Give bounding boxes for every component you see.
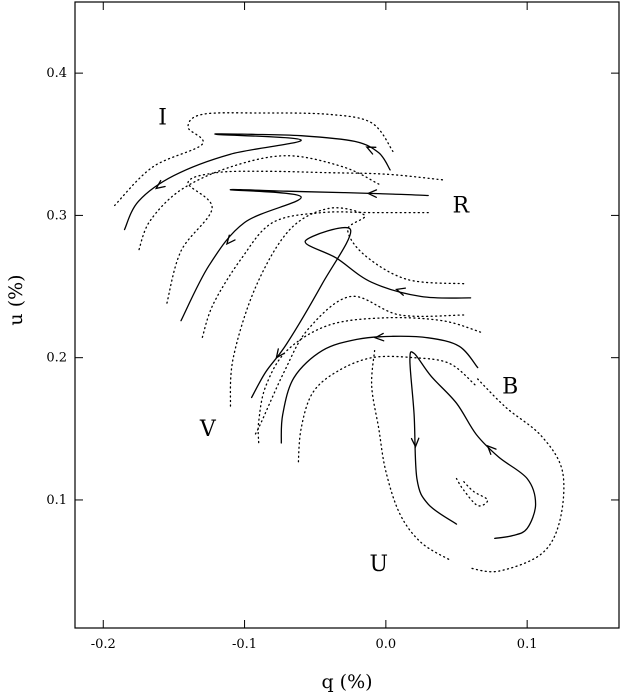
- arrowhead-u: [410, 437, 420, 449]
- x-tick-label: -0.2: [91, 637, 116, 652]
- curve-v: [250, 227, 472, 399]
- band-b-band-inner: [297, 355, 476, 466]
- label-i: I: [158, 105, 167, 130]
- band-u-band-outer: [469, 378, 565, 573]
- band-i-band-inner: [137, 155, 380, 252]
- track-curves: [123, 133, 537, 540]
- arrowhead-v: [394, 287, 407, 296]
- x-tick-label: -0.1: [232, 637, 257, 652]
- label-u: U: [370, 552, 389, 577]
- x-tick-label: 0.0: [376, 637, 397, 652]
- plot-frame: [74, 1, 620, 629]
- arrowhead-u: [486, 444, 497, 455]
- arrowhead-r: [225, 234, 236, 246]
- curve-i: [123, 133, 391, 231]
- arrowhead-i: [154, 179, 166, 190]
- curve-u: [409, 351, 537, 540]
- band-v-band-inner: [253, 295, 465, 437]
- x-tick-label: 0.1: [517, 637, 538, 652]
- label-r: R: [452, 194, 470, 219]
- arrowhead-v: [275, 348, 285, 359]
- band-r-band-inner: [201, 211, 429, 339]
- label-b: B: [502, 374, 518, 399]
- arrowhead-i: [365, 146, 377, 155]
- y-tick-label: 0.4: [46, 66, 67, 81]
- band-labels: I R V B U: [158, 105, 518, 577]
- y-tick-label: 0.1: [46, 493, 67, 508]
- band-u-band-inner: [370, 349, 451, 561]
- x-axis-label: q (%): [321, 671, 372, 693]
- band-v-band-outer: [229, 207, 465, 409]
- axis-ticks: -0.2 -0.1 0.0 0.1 0.1 0.2 0.3 0.4: [46, 2, 619, 652]
- y-tick-label: 0.3: [46, 208, 67, 223]
- dotted-envelopes: [113, 112, 565, 573]
- band-i-band-outer: [113, 112, 394, 207]
- band-b-band-outer: [257, 316, 482, 444]
- curve-b: [280, 335, 479, 444]
- arrowhead-b: [373, 332, 385, 342]
- arrowhead-r: [366, 189, 378, 198]
- curve-r: [180, 188, 429, 322]
- band-u-inner-loop: [455, 477, 489, 507]
- y-tick-label: 0.2: [46, 351, 67, 366]
- band-r-band-outer: [166, 170, 444, 305]
- label-v: V: [199, 417, 217, 442]
- y-axis-label: u (%): [5, 274, 27, 325]
